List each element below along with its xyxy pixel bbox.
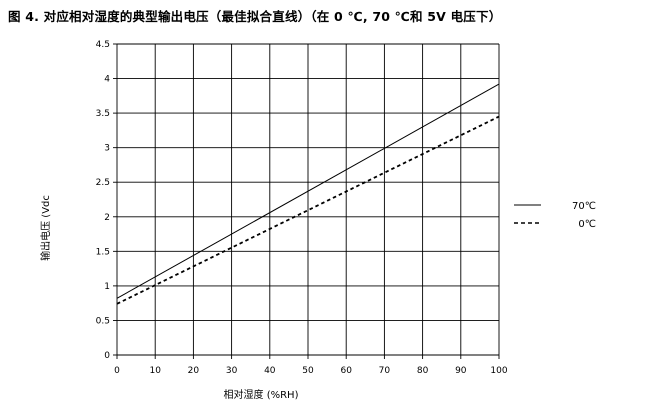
x-tick-label: 60 bbox=[340, 366, 352, 376]
legend-label-1: 0℃ bbox=[578, 219, 596, 230]
x-tick-label: 20 bbox=[188, 366, 200, 376]
y-tick-label: 0.5 bbox=[96, 316, 110, 326]
x-tick-label: 70 bbox=[379, 366, 391, 376]
y-tick-label: 2 bbox=[104, 213, 110, 223]
legend: 70℃ 0℃ bbox=[514, 201, 596, 230]
legend-label-0: 70℃ bbox=[572, 201, 596, 212]
x-tick-label: 40 bbox=[264, 366, 276, 376]
x-tick-label: 30 bbox=[226, 366, 238, 376]
y-tick-label: 1 bbox=[104, 282, 110, 292]
x-tick-label: 0 bbox=[114, 366, 120, 376]
chart-title: 图 4. 对应相对湿度的典型输出电压（最佳拟合直线）（在 0 ℃, 70 ℃和 … bbox=[8, 9, 502, 24]
y-tick-label: 4.5 bbox=[96, 40, 110, 50]
y-tick-label: 2.5 bbox=[96, 178, 110, 188]
x-tick-label: 50 bbox=[302, 366, 314, 376]
x-tick-label: 80 bbox=[417, 366, 429, 376]
y-axis-label: 输出电压 (Vdc bbox=[39, 195, 52, 261]
y-tick-label: 3.5 bbox=[96, 109, 110, 119]
y-tick-label: 3 bbox=[104, 144, 110, 154]
series-line-0 bbox=[116, 83, 500, 299]
grid-lines bbox=[116, 43, 500, 356]
y-tick-label: 0 bbox=[104, 351, 110, 361]
x-tick-label: 100 bbox=[490, 366, 507, 376]
x-axis-ticks: 0 10 20 30 40 50 60 70 80 90 100 bbox=[114, 355, 508, 376]
y-tick-label: 1.5 bbox=[96, 247, 110, 257]
y-tick-label: 4 bbox=[104, 75, 110, 85]
series-lines bbox=[116, 83, 500, 305]
x-tick-label: 10 bbox=[149, 366, 161, 376]
x-axis-label: 相对湿度 (%RH) bbox=[224, 388, 299, 401]
y-axis-ticks: 0 0.5 1 1.5 2 2.5 3 3.5 4 4.5 bbox=[96, 40, 117, 361]
x-tick-label: 90 bbox=[455, 366, 467, 376]
